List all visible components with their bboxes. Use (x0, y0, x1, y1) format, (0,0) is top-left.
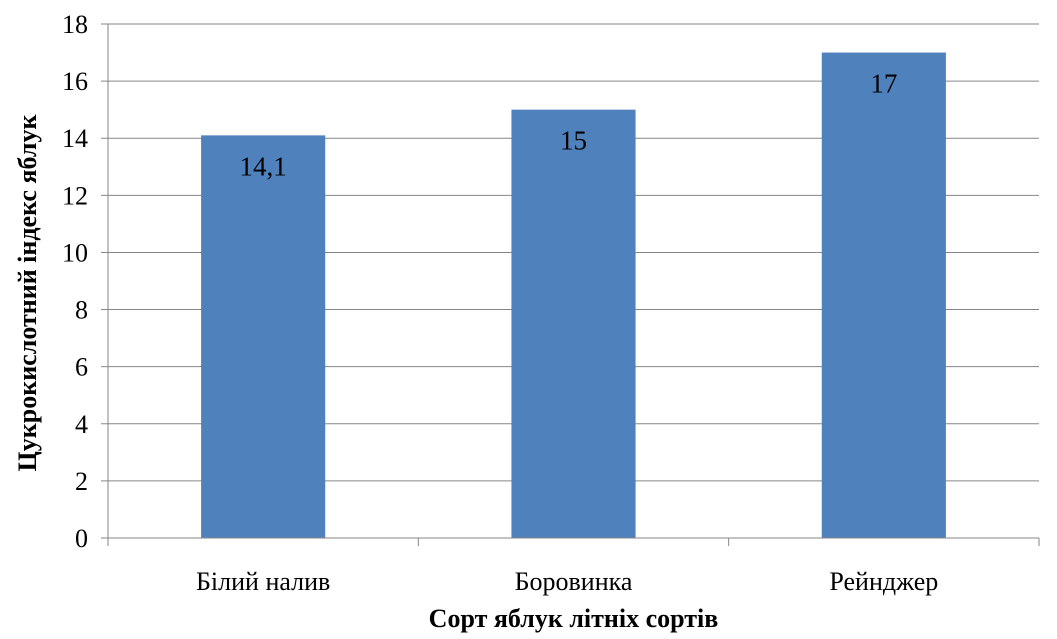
y-tick-label: 6 (75, 353, 88, 382)
y-tick-label: 12 (62, 181, 88, 210)
bar (201, 135, 326, 538)
x-tick-label: Білий налив (196, 567, 330, 596)
data-label: 15 (560, 126, 587, 156)
x-axis-ticks: Білий налив Боровинка Рейнджер (107, 538, 1040, 596)
y-tick-label: 8 (75, 296, 88, 325)
x-tick-label: Рейнджер (829, 567, 938, 596)
data-label: 14,1 (240, 151, 287, 181)
y-tick-label: 18 (62, 10, 88, 39)
y-axis-title: Цукрокислотний індекс яблук (13, 115, 42, 472)
y-axis-ticks: 0 2 4 6 8 10 12 14 16 18 (62, 10, 108, 553)
bar (821, 52, 946, 539)
y-tick-label: 14 (62, 124, 88, 153)
y-tick-label: 16 (62, 67, 88, 96)
y-tick-label: 10 (62, 238, 88, 267)
axes (107, 24, 1039, 539)
bar (511, 109, 636, 539)
y-tick-label: 2 (75, 467, 88, 496)
y-tick-label: 0 (75, 524, 88, 553)
x-axis-title: Сорт яблук літніх сортів (429, 604, 719, 633)
bars (201, 52, 946, 539)
x-tick-label: Боровинка (515, 567, 633, 596)
y-tick-label: 4 (75, 410, 88, 439)
data-labels: 14,1 15 17 (240, 69, 898, 182)
data-label: 17 (870, 69, 897, 99)
